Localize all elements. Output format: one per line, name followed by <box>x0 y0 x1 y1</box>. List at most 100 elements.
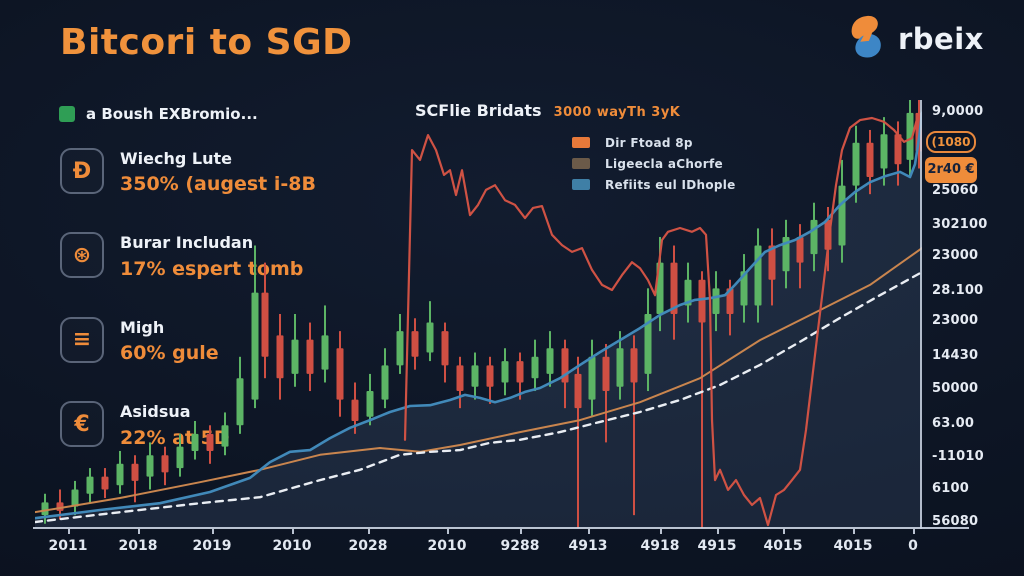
stat-item: ≡ Migh 60% gule <box>60 316 340 364</box>
candle-body <box>726 288 734 314</box>
candle-body <box>894 134 902 165</box>
candle-body <box>176 446 184 469</box>
chart-canvas[interactable] <box>35 100 922 528</box>
candle-body <box>684 279 692 306</box>
candle-body <box>366 391 374 417</box>
candle-body <box>221 425 229 447</box>
candle-body <box>796 236 804 263</box>
candle-body <box>321 335 329 370</box>
currency-arrow-icon: € <box>60 401 104 448</box>
candle-body <box>866 142 874 178</box>
series-line-ma-white <box>35 270 922 524</box>
legend-label: Dir Ftoad 8p <box>605 135 693 150</box>
legend-label: Ligeecla aChorfe <box>605 156 723 171</box>
candle-body <box>574 373 582 409</box>
candle-body <box>810 219 818 255</box>
candle-body <box>351 399 359 421</box>
candle-body <box>782 236 790 272</box>
candle-body <box>276 335 284 379</box>
area-fill-blue-area <box>35 112 922 528</box>
candle-body <box>161 455 169 473</box>
y-axis-label: 56080 <box>932 514 979 529</box>
burst-icon: ⊛ <box>60 232 104 279</box>
series-line-blue-area <box>35 111 922 520</box>
candle-body <box>131 463 139 481</box>
candle-body <box>852 142 860 186</box>
price-badge-outline: (1080 <box>926 131 976 153</box>
stat-value: 350% (augest i-8B <box>120 173 316 196</box>
legend-swatch-icon <box>572 137 590 148</box>
x-axis-tick <box>138 529 140 534</box>
y-axis-label: 302100 <box>932 217 988 232</box>
candle-body <box>838 185 846 246</box>
candle-body <box>291 339 299 374</box>
x-axis-tick <box>717 529 719 534</box>
legend-swatch-icon <box>572 179 590 190</box>
candle-body <box>426 322 434 353</box>
x-axis-label: 0 <box>908 538 918 554</box>
stat-title: Migh <box>120 317 165 337</box>
stat-title: Burar Includan <box>120 233 254 253</box>
stat-title: Asidsua <box>120 402 191 422</box>
y-axis-label: 50000 <box>932 381 979 396</box>
candle-body <box>456 365 464 392</box>
legend: Dir Ftoad 8p Ligeecla aChorfe Refiits eu… <box>572 132 736 195</box>
legend-item[interactable]: Ligeecla aChorfe <box>572 153 736 174</box>
list-lines-icon: ≡ <box>60 316 104 363</box>
chart-subtitle: 3000 wayTh 3yK <box>553 105 681 120</box>
candle-body <box>768 245 776 280</box>
x-axis-line <box>33 527 969 529</box>
x-axis-label: 4913 <box>568 538 608 554</box>
candle-body <box>146 455 154 477</box>
stats-list: Đ Wiechg Lute 350% (augest i-8B ⊛ Burar … <box>60 148 340 486</box>
x-axis-label: 2028 <box>348 538 388 554</box>
y-axis-label: 23000 <box>932 313 979 328</box>
stat-title: Wiechg Lute <box>120 149 232 168</box>
y-axis-line <box>920 100 922 529</box>
candle-body <box>236 378 244 426</box>
price-badge-solid: 2r40 € <box>925 157 977 183</box>
candle-body <box>116 463 124 486</box>
x-axis-label: 2018 <box>118 538 158 554</box>
x-axis-tick <box>588 529 590 534</box>
candle-body <box>880 134 888 169</box>
x-axis-tick <box>660 529 662 534</box>
candle-body <box>486 365 494 387</box>
x-axis-tick <box>447 529 449 534</box>
candle-body <box>670 262 678 314</box>
legend-item[interactable]: Dir Ftoad 8p <box>572 132 736 153</box>
x-axis-label: 4915 <box>697 538 737 554</box>
y-axis-label: 9,0000 <box>932 104 984 119</box>
brand-name: rbeix <box>898 22 984 56</box>
candle-body <box>501 361 509 383</box>
x-axis-tick <box>212 529 214 534</box>
candle-body <box>630 348 638 383</box>
candle-body <box>616 348 624 387</box>
candle-body <box>712 288 720 314</box>
legend-swatch-icon <box>572 158 590 169</box>
x-axis-tick <box>913 529 915 534</box>
candle-body <box>740 271 748 306</box>
candle-body <box>546 348 554 374</box>
x-axis-tick <box>292 529 294 534</box>
y-axis-label: 63.00 <box>932 416 975 431</box>
x-axis-tick <box>520 529 522 534</box>
candle-body <box>906 112 914 160</box>
legend-item[interactable]: Refiits eul IDhople <box>572 174 736 195</box>
candle-body <box>71 489 79 507</box>
stat-item: ⊛ Burar Includan 17% espert tomb <box>60 232 340 280</box>
candle-body <box>698 279 706 323</box>
y-axis-label: 14430 <box>932 348 979 363</box>
candle-body <box>754 245 762 306</box>
x-axis-label: 4015 <box>833 538 873 554</box>
candle-body <box>101 476 109 490</box>
candle-body <box>86 476 94 494</box>
x-axis-label: 4918 <box>640 538 680 554</box>
x-axis-tick <box>368 529 370 534</box>
series-line-ma-tan <box>35 247 922 514</box>
candle-body <box>336 348 344 400</box>
candle-body <box>56 502 64 511</box>
x-axis-label: 4015 <box>763 538 803 554</box>
x-axis-label: 2010 <box>272 538 312 554</box>
